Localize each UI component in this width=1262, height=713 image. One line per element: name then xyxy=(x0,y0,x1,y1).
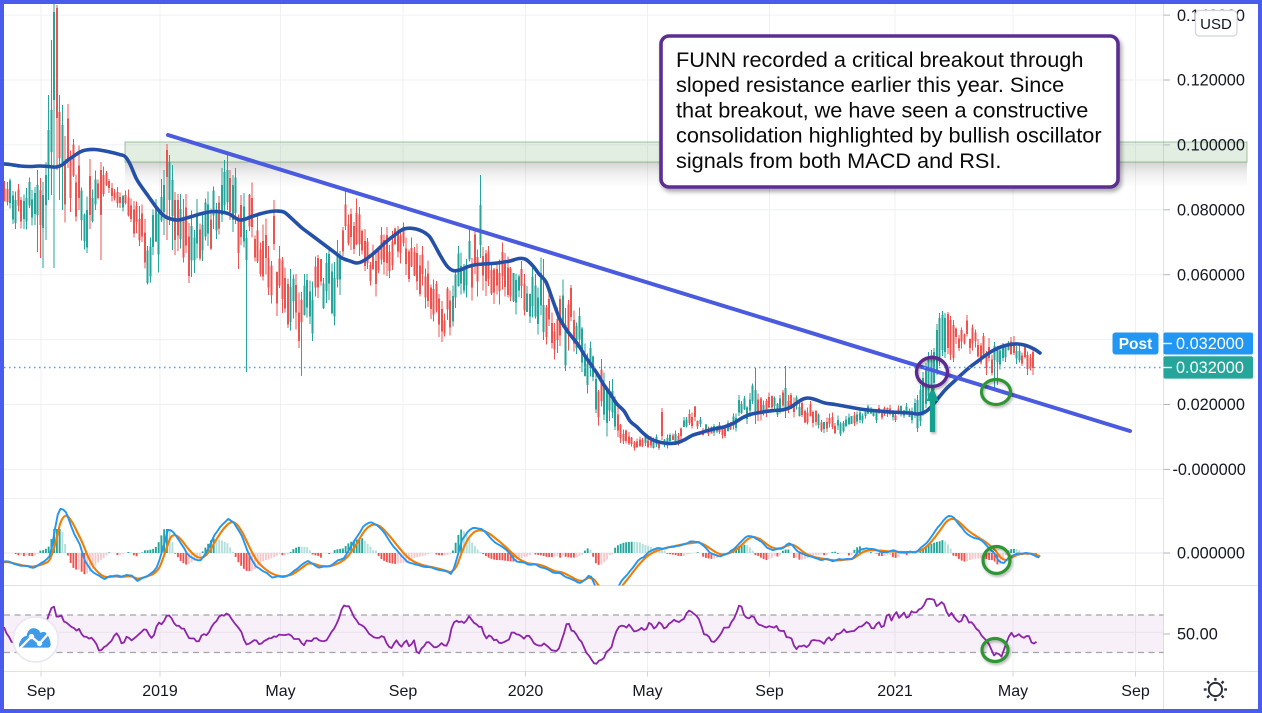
svg-text:USD: USD xyxy=(1200,16,1232,33)
svg-text:signals from both MACD and RSI: signals from both MACD and RSI. xyxy=(676,148,1001,173)
svg-text:Sep: Sep xyxy=(755,683,784,700)
svg-text:Sep: Sep xyxy=(27,683,56,700)
svg-text:May: May xyxy=(998,683,1028,700)
svg-text:0.060000: 0.060000 xyxy=(1177,266,1245,284)
svg-text:Post: Post xyxy=(1119,336,1153,353)
svg-text:Sep: Sep xyxy=(1121,683,1150,700)
svg-text:2019: 2019 xyxy=(142,683,178,700)
svg-text:0.032000: 0.032000 xyxy=(1176,335,1244,353)
svg-text:-0.000000: -0.000000 xyxy=(1173,461,1246,479)
svg-text:0.080000: 0.080000 xyxy=(1177,202,1245,220)
svg-text:2020: 2020 xyxy=(508,683,544,700)
svg-text:0.120000: 0.120000 xyxy=(1177,72,1245,90)
svg-text:May: May xyxy=(632,683,662,700)
svg-text:May: May xyxy=(265,683,295,700)
svg-text:0.032000: 0.032000 xyxy=(1176,359,1244,377)
svg-text:sloped resistance earlier this: sloped resistance earlier this year. Sin… xyxy=(676,72,1064,97)
svg-text:FUNN recorded a critical break: FUNN recorded a critical breakout throug… xyxy=(676,47,1083,72)
svg-text:0.000000: 0.000000 xyxy=(1177,545,1245,563)
svg-text:50.00: 50.00 xyxy=(1177,626,1218,644)
svg-text:0.020000: 0.020000 xyxy=(1177,396,1245,414)
svg-text:that breakout, we have seen a: that breakout, we have seen a constructi… xyxy=(676,97,1088,122)
svg-text:consolidation highlighted by b: consolidation highlighted by bullish osc… xyxy=(676,123,1102,148)
svg-text:Sep: Sep xyxy=(389,683,418,700)
svg-text:2021: 2021 xyxy=(877,683,913,700)
svg-text:0.100000: 0.100000 xyxy=(1177,137,1245,155)
